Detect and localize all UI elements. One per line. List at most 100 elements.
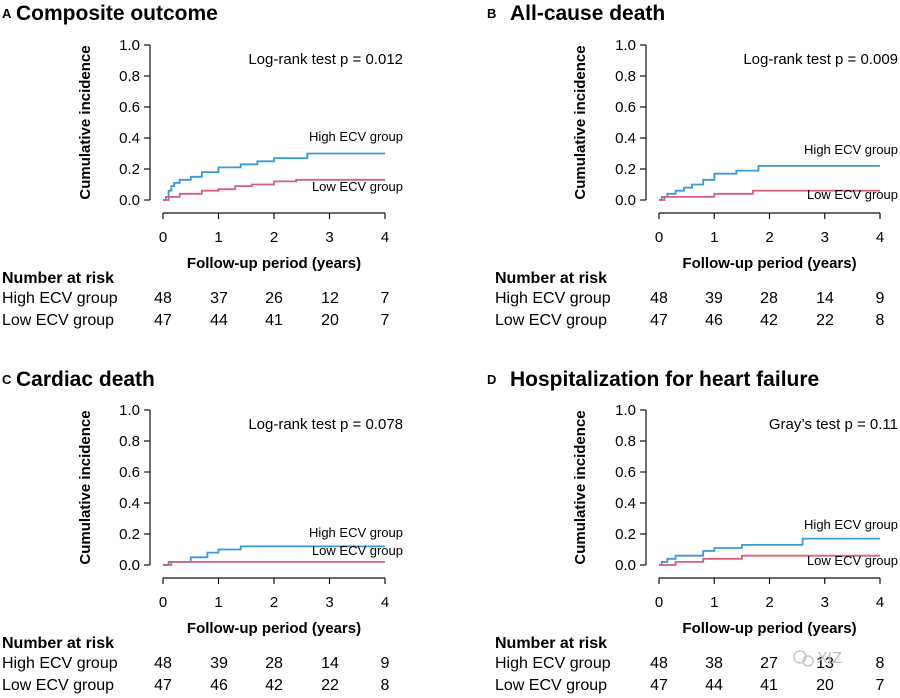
risk-count: 8 (381, 677, 390, 694)
high-ecv-curve (659, 537, 880, 566)
y-tick-label: 0.2 (615, 161, 636, 178)
risk-row-label: High ECV group (495, 290, 611, 307)
risk-count: 38 (705, 655, 723, 672)
y-tick-label: 0.0 (615, 557, 636, 574)
y-tick-label: 0.6 (615, 99, 636, 116)
risk-row-label: Low ECV group (495, 312, 607, 329)
y-tick-label: 0.2 (119, 161, 140, 178)
x-axis-label: Follow-up period (years) (187, 620, 361, 637)
low-ecv-curve-label: Low ECV group (312, 179, 403, 194)
y-tick-label: 0.0 (119, 192, 140, 209)
y-tick-label: 0.8 (615, 68, 636, 85)
chart-panel-b: B All-cause death 0.0 0.2 0.4 0.6 0.8 1.0 0 1 2 3 4 F… (487, 2, 898, 329)
y-tick-label: 1.0 (615, 402, 636, 419)
risk-count: 47 (154, 312, 172, 329)
y-tick-label: 0.4 (119, 495, 140, 512)
panel-title: Hospitalization for heart failure (510, 368, 819, 391)
risk-count: 7 (381, 290, 390, 307)
risk-count: 22 (321, 677, 339, 694)
risk-count: 41 (265, 312, 283, 329)
low-ecv-curve-label: Low ECV group (807, 187, 898, 202)
y-tick-label: 1.0 (119, 37, 140, 54)
y-axis-label: Cumulative incidence (572, 45, 589, 199)
x-tick-label: 2 (270, 594, 278, 611)
risk-row-label: High ECV group (2, 655, 118, 672)
risk-count: 44 (705, 677, 723, 694)
watermark: XIZ (793, 650, 842, 667)
risk-table-heading: Number at risk (2, 635, 114, 652)
high-ecv-curve (163, 545, 385, 566)
panel-title: Composite outcome (16, 2, 218, 25)
risk-count: 28 (265, 655, 283, 672)
x-tick-label: 3 (821, 229, 829, 246)
risk-count: 48 (650, 655, 668, 672)
x-tick-label: 3 (325, 229, 333, 246)
risk-count: 9 (876, 290, 885, 307)
risk-count: 46 (210, 677, 228, 694)
risk-count: 44 (210, 312, 228, 329)
risk-count: 9 (381, 655, 390, 672)
y-tick-label: 0.6 (615, 464, 636, 481)
risk-count: 42 (760, 312, 778, 329)
risk-count: 12 (321, 290, 339, 307)
y-tick-label: 0.4 (615, 130, 636, 147)
risk-count: 7 (876, 677, 885, 694)
high-ecv-curve-label: High ECV group (804, 517, 898, 532)
x-tick-label: 1 (710, 229, 718, 246)
risk-count: 37 (210, 290, 228, 307)
low-ecv-curve (163, 178, 385, 201)
y-tick-label: 1.0 (119, 402, 140, 419)
y-axis-label: Cumulative incidence (77, 45, 94, 199)
risk-count: 42 (265, 677, 283, 694)
y-tick-label: 0.2 (119, 526, 140, 543)
chart-panel-d: D Hospitalization for heart failure 0.0 0.2… (487, 368, 898, 694)
y-tick-label: 0.4 (615, 495, 636, 512)
panel-title: All-cause death (510, 2, 665, 25)
y-tick-label: 0.8 (119, 68, 140, 85)
risk-count: 48 (650, 290, 668, 307)
risk-row-label: Low ECV group (495, 677, 607, 694)
risk-table-heading: Number at risk (495, 635, 607, 652)
y-tick-label: 0.8 (119, 433, 140, 450)
test-p-value: Log-rank test p = 0.009 (743, 51, 898, 68)
risk-row-label: High ECV group (495, 655, 611, 672)
x-tick-label: 2 (765, 594, 773, 611)
risk-count: 39 (210, 655, 228, 672)
risk-count: 46 (705, 312, 723, 329)
risk-count: 14 (321, 655, 339, 672)
y-axis-label: Cumulative incidence (77, 410, 94, 564)
x-tick-label: 1 (214, 594, 222, 611)
y-axis-label: Cumulative incidence (572, 410, 589, 564)
risk-table-heading: Number at risk (2, 270, 114, 287)
risk-row-label: Low ECV group (2, 312, 114, 329)
x-tick-label: 2 (270, 229, 278, 246)
risk-count: 47 (650, 312, 668, 329)
low-ecv-curve-label: Low ECV group (312, 543, 403, 558)
risk-count: 47 (650, 677, 668, 694)
panel-title: Cardiac death (16, 368, 155, 391)
chart-panel-c: C Cardiac death 0.0 0.2 0.4 0.6 0.8 1.0 0 1 2 3 4 Fol… (2, 368, 403, 694)
risk-count: 13 (816, 655, 834, 672)
risk-row-label: Low ECV group (2, 677, 114, 694)
risk-count: 41 (760, 677, 778, 694)
risk-count: 7 (381, 312, 390, 329)
panel-letter: A (2, 6, 12, 21)
x-axis-label: Follow-up period (years) (187, 255, 361, 272)
x-tick-label: 3 (821, 594, 829, 611)
risk-count: 47 (154, 677, 172, 694)
x-tick-label: 0 (655, 229, 663, 246)
risk-count: 27 (760, 655, 778, 672)
risk-count: 22 (816, 312, 834, 329)
x-tick-label: 1 (710, 594, 718, 611)
risk-count: 48 (154, 655, 172, 672)
risk-count: 28 (760, 290, 778, 307)
y-tick-label: 0.0 (615, 192, 636, 209)
risk-count: 26 (265, 290, 283, 307)
risk-count: 48 (154, 290, 172, 307)
x-tick-label: 0 (159, 229, 167, 246)
risk-row-label: High ECV group (2, 290, 118, 307)
y-tick-label: 0.4 (119, 130, 140, 147)
panel-letter: D (487, 372, 496, 387)
